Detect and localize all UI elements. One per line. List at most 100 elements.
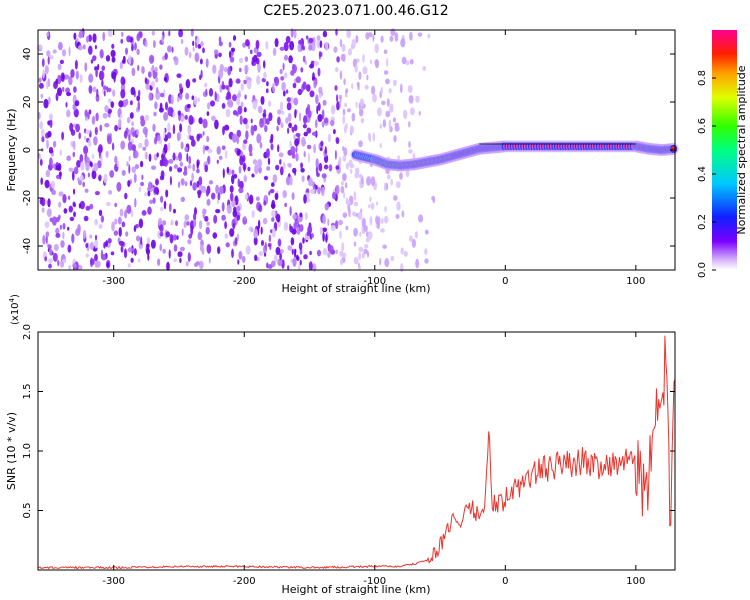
heatmap-noise-cell	[111, 43, 115, 49]
heatmap-noise-cell	[180, 141, 184, 150]
heatmap-noise-cell	[369, 196, 372, 203]
colorbar-tick-label: 0.4	[697, 166, 708, 182]
heatmap-noise-cell	[232, 209, 238, 218]
heatmap-noise-cell	[93, 136, 98, 146]
heatmap-noise-cell	[232, 110, 238, 116]
heatmap-noise-cell	[367, 231, 373, 240]
heatmap-noise-cell	[212, 232, 218, 239]
heatmap-noise-cell	[319, 226, 323, 235]
heatmap-noise-cell	[169, 233, 174, 244]
heatmap-noise-cell	[62, 231, 65, 240]
heatmap-noise-cell	[111, 142, 115, 151]
heatmap-noise-cell	[184, 114, 188, 120]
heatmap-noise-cell	[260, 240, 265, 246]
heatmap-noise-cell	[111, 221, 115, 232]
heatmap-noise-cell	[118, 227, 122, 237]
heatmap-noise-cell	[322, 214, 327, 225]
heatmap-noise-cell	[52, 49, 57, 54]
heatmap-noise-cell	[72, 201, 76, 207]
heatmap-noise-cell	[136, 235, 141, 242]
colorbar: 0.0 0.2 0.4 0.6 0.8 Normalized spectral ampl…	[697, 30, 748, 278]
heatmap-noise-cell	[140, 236, 143, 245]
heatmap-noise-cell	[119, 61, 123, 70]
heatmap-noise-cell	[160, 92, 165, 98]
heatmap-noise-cell	[294, 138, 299, 147]
heatmap-noise-cell	[170, 94, 174, 105]
heatmap-noise-cell	[68, 205, 74, 213]
heatmap-noise-cell	[394, 32, 399, 42]
heatmap-noise-cell	[243, 79, 247, 85]
heatmap-noise-cell	[254, 164, 259, 175]
heatmap-noise-cell	[349, 125, 355, 134]
heatmap-x-tick-label: -300	[102, 276, 125, 287]
heatmap-noise-cell	[290, 237, 295, 246]
heatmap-noise-cell	[68, 195, 71, 200]
heatmap-noise-cell	[246, 79, 252, 90]
heatmap-noise-cell	[168, 159, 174, 164]
heatmap-noise-cell	[150, 239, 156, 249]
heatmap-noise-cell	[173, 258, 177, 263]
heatmap-signal-track	[350, 140, 679, 172]
heatmap-noise-cell	[62, 74, 65, 80]
heatmap-noise-cell	[392, 117, 396, 123]
heatmap-noise-cell	[328, 164, 333, 172]
heatmap-noise-cell	[193, 95, 198, 106]
heatmap-noise-cell	[216, 159, 219, 164]
heatmap-noise-cell	[199, 244, 204, 252]
heatmap-noise-cell	[80, 174, 84, 182]
heatmap-noise-cell	[38, 111, 41, 120]
heatmap-noise-cell	[318, 51, 323, 57]
heatmap-noise-cell	[228, 41, 232, 48]
heatmap-noise-cell	[216, 146, 221, 155]
heatmap-noise-cell	[187, 252, 191, 263]
heatmap-noise-cell	[272, 82, 275, 93]
heatmap-noise-cell	[105, 240, 108, 248]
heatmap-noise-cell	[163, 77, 167, 82]
heatmap-noise-cell	[243, 139, 248, 144]
heatmap-noise-cell	[260, 95, 265, 105]
heatmap-noise-cell	[110, 251, 115, 256]
heatmap-noise-cell	[137, 258, 141, 263]
heatmap-noise-cell	[313, 79, 317, 89]
heatmap-noise-cell	[73, 211, 76, 218]
heatmap-noise-cell	[155, 77, 159, 83]
heatmap-noise-cell	[173, 244, 178, 252]
heatmap-noise-cell	[353, 227, 358, 237]
heatmap-noise-cell	[152, 123, 156, 132]
heatmap-noise-cell	[345, 162, 349, 170]
heatmap-noise-cell	[144, 192, 147, 197]
heatmap-noise-cell	[128, 55, 132, 65]
heatmap-noise-cell	[256, 133, 262, 144]
heatmap-noise-cell	[123, 248, 128, 259]
heatmap-noise-cell	[317, 114, 323, 122]
heatmap-noise-cell	[63, 208, 68, 214]
heatmap-noise-cell	[302, 124, 307, 129]
heatmap-noise-cell	[415, 95, 420, 103]
heatmap-noise-cell	[166, 261, 170, 271]
heatmap-noise-cell	[393, 135, 397, 143]
heatmap-noise-cell	[300, 67, 304, 73]
heatmap-noise-cell	[289, 140, 292, 149]
heatmap-noise-cell	[164, 52, 168, 60]
heatmap-noise-cell	[257, 158, 263, 168]
heatmap-noise-cell	[224, 233, 229, 239]
heatmap-noise-cell	[221, 202, 225, 212]
heatmap-noise-cell	[154, 66, 158, 73]
heatmap-noise-cell	[316, 249, 322, 257]
heatmap-noise-cell	[106, 86, 109, 93]
heatmap-noise-cell	[39, 158, 43, 166]
heatmap-noise-cell	[396, 201, 401, 211]
heatmap-noise-cell	[359, 231, 362, 237]
heatmap-noise-cell	[40, 93, 44, 99]
heatmap-noise-cell	[260, 226, 263, 235]
snr-y-label: SNR (10 * v/v)	[5, 412, 18, 490]
heatmap-noise-cell	[57, 63, 62, 71]
heatmap-noise-cell	[174, 56, 179, 66]
heatmap-noise-cell	[402, 109, 408, 120]
heatmap-noise-cell	[170, 219, 174, 226]
heatmap-noise-cell	[320, 140, 324, 147]
heatmap-noise-cell	[127, 247, 133, 253]
heatmap-noise-cell	[151, 30, 155, 36]
heatmap-noise-cell	[94, 126, 98, 136]
heatmap-noise-cell	[362, 53, 365, 63]
